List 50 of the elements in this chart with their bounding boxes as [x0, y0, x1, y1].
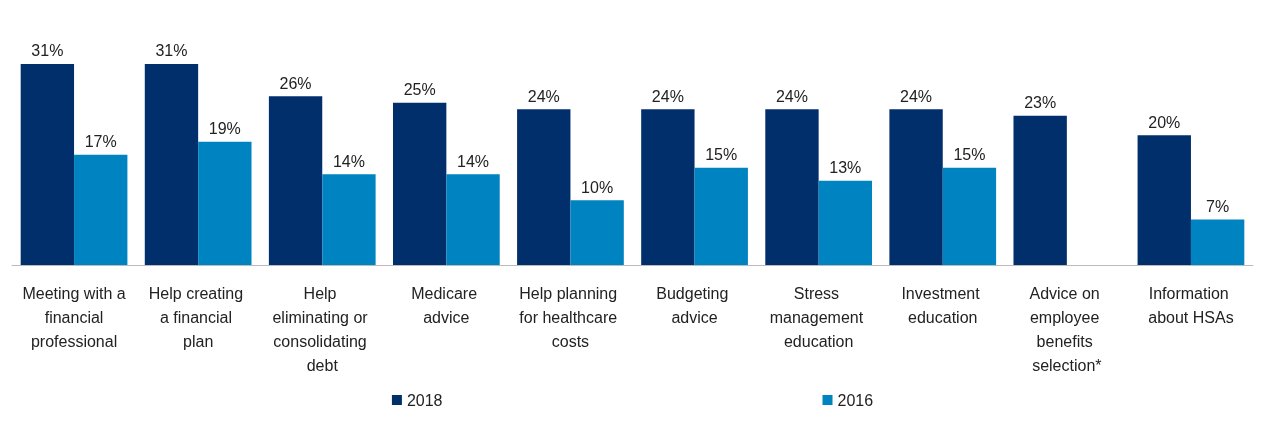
bar — [1013, 115, 1067, 265]
bar — [446, 174, 500, 265]
x-tick-label: Stress management education — [769, 284, 868, 350]
data-label: 24% — [775, 87, 808, 105]
bar — [144, 63, 199, 265]
x-tick-label: Budgeting advice — [656, 284, 733, 326]
bar — [517, 109, 571, 265]
bar — [1190, 219, 1245, 265]
bar — [1137, 135, 1191, 265]
data-label: 24% — [651, 87, 684, 105]
data-label: 20% — [1148, 113, 1181, 131]
bar — [818, 180, 873, 265]
x-tick-label: Help eliminating or consolidating debt — [272, 284, 373, 374]
x-tick-label: Investment education — [901, 284, 985, 326]
bar — [392, 102, 447, 265]
data-label: 17% — [84, 133, 117, 151]
bar — [570, 200, 624, 265]
bar — [322, 174, 376, 265]
bar — [765, 109, 819, 265]
x-tick-label: Meeting with a financial professional — [22, 284, 126, 350]
bar — [20, 63, 75, 265]
data-label: 19% — [208, 120, 241, 138]
data-label: 26% — [279, 74, 312, 92]
data-label: 14% — [332, 152, 365, 170]
x-tick-label: Help planning for healthcare costs — [519, 284, 622, 350]
bar — [268, 96, 323, 265]
bar — [889, 109, 943, 265]
bar — [694, 167, 748, 265]
x-tick-label: Medicare advice — [411, 284, 482, 326]
data-label: 31% — [31, 42, 64, 60]
data-label: 14% — [457, 152, 490, 170]
data-label: 7% — [1206, 198, 1230, 216]
data-label: 15% — [953, 146, 986, 164]
data-label: 31% — [155, 42, 188, 60]
legend-label: 2016 — [837, 391, 874, 409]
data-label: 10% — [581, 178, 614, 196]
bar — [74, 154, 128, 265]
legend-label: 2018 — [406, 391, 443, 409]
data-label: 23% — [1024, 94, 1057, 112]
data-label: 24% — [900, 87, 933, 105]
data-label: 13% — [829, 159, 862, 177]
bar — [942, 167, 997, 265]
data-label: 25% — [403, 81, 436, 99]
x-tick-label: Information about HSAs — [1148, 284, 1234, 326]
bar — [198, 141, 252, 265]
bar — [641, 109, 695, 265]
data-label: 24% — [527, 87, 560, 105]
data-label: 15% — [705, 146, 738, 164]
x-tick-label: Advice on employee benefits selection* — [1029, 284, 1105, 374]
x-tick-label: Help creating a financial plan — [148, 284, 248, 350]
